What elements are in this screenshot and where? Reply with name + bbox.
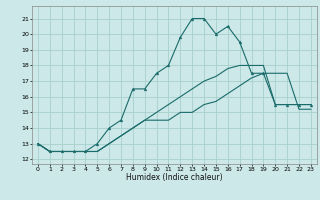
X-axis label: Humidex (Indice chaleur): Humidex (Indice chaleur)	[126, 173, 223, 182]
